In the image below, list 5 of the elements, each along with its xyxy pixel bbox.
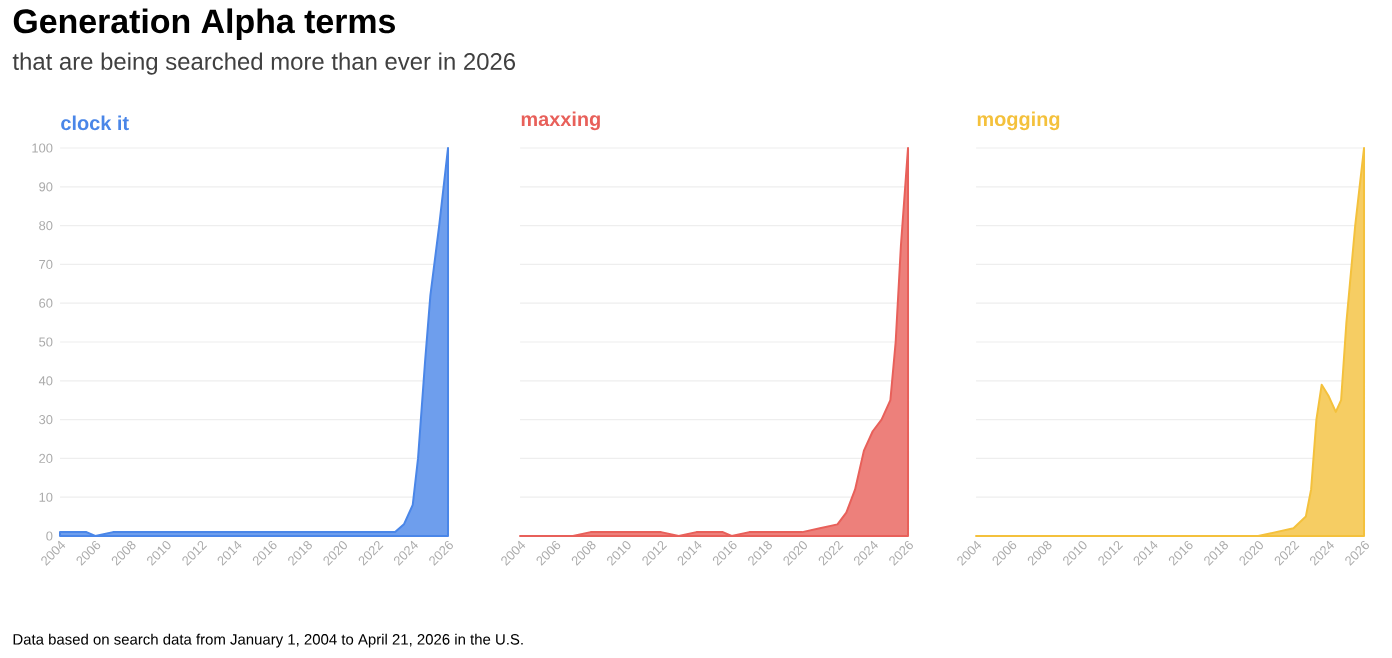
text: mogging [977, 111, 1060, 131]
text: maxxing [521, 111, 600, 131]
chart-subtitle: that are being searched more than ever in 2026 [12, 52, 516, 75]
chart-title: Generation Alpha terms [13, 8, 395, 40]
text: clock it [61, 115, 129, 131]
